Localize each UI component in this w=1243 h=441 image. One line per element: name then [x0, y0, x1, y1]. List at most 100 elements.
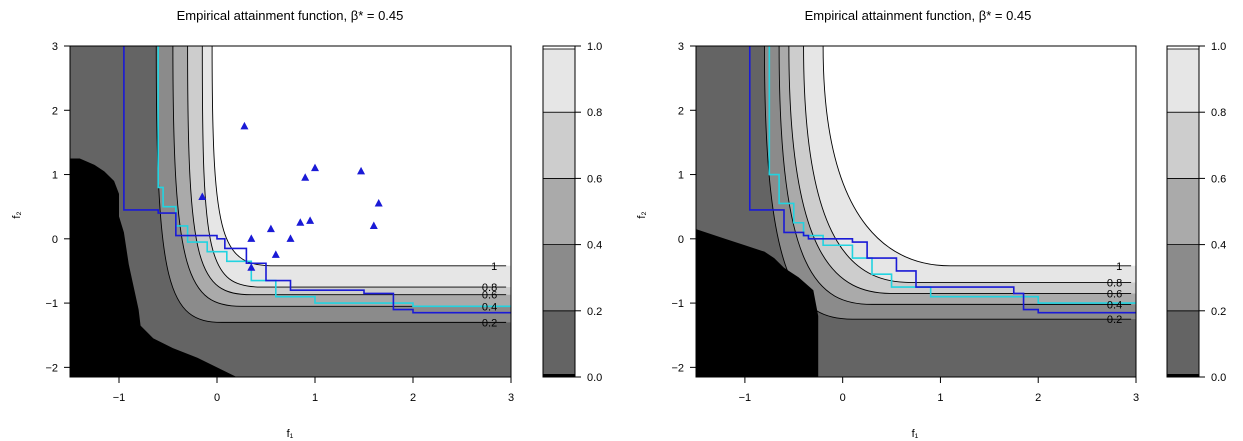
panel-title: Empirical attainment function, β* = 0.45: [805, 8, 1032, 23]
contour-label: 0.2: [482, 317, 497, 329]
eaf-band-0.4: [70, 46, 511, 377]
contour-label: 1: [1116, 261, 1122, 273]
plot-frame: [69, 45, 512, 378]
colorbar-tick-label: 0.2: [587, 306, 602, 318]
colorbar-band: [542, 177, 576, 245]
contour-line-0.2: [155, 46, 507, 323]
colorbar-tick-label: 0.2: [1211, 306, 1226, 318]
y-axis-label: f₂: [636, 211, 648, 218]
plot-area: [696, 46, 1136, 377]
colorbar-tick-label: 0.6: [587, 173, 602, 185]
data-point: [198, 192, 207, 201]
contour-line-0.6: [187, 46, 507, 296]
eaf-black-region: [70, 158, 237, 377]
front-cyan: [768, 46, 1136, 304]
x-tick-label: −1: [739, 392, 752, 404]
y-tick-label: 1: [52, 170, 58, 182]
contour-label: 0.6: [482, 290, 497, 302]
colorbar-frame: [1166, 45, 1200, 378]
y-tick-label: 2: [52, 105, 58, 117]
front-blue: [748, 46, 1136, 314]
x-tick-label: 2: [410, 392, 416, 404]
x-axis-label: f₁: [287, 428, 294, 440]
colorbar-tick-label: 0.8: [587, 107, 602, 119]
y-tick-label: 0: [52, 234, 58, 246]
x-tick-label: 0: [840, 392, 846, 404]
colorbar-frame: [542, 45, 576, 378]
y-tick-label: 3: [52, 41, 58, 53]
colorbar-tick-label: 0.4: [1211, 240, 1226, 252]
colorbar-tick-label: 1.0: [587, 41, 602, 53]
eaf-panel-right: Empirical attainment function, β* = 0.45…: [636, 8, 1226, 440]
contour-label: 0.4: [482, 301, 497, 313]
x-axis-label: f₁: [912, 428, 919, 440]
data-point: [271, 250, 280, 258]
data-point: [306, 216, 315, 224]
contour-label: 0.8: [1107, 278, 1122, 290]
y-tick-label: −1: [671, 298, 684, 310]
eaf-panel-left: Empirical attainment function, β* = 0.45…: [11, 8, 602, 440]
contour-line-0.4: [778, 46, 1132, 305]
contour-line-1: [822, 46, 1132, 267]
colorbar-band: [1166, 177, 1200, 245]
y-tick-label: −1: [45, 298, 58, 310]
x-tick-label: 0: [214, 392, 220, 404]
plot-area: [70, 46, 511, 377]
contour-label: 0.8: [482, 282, 497, 294]
contour-label: 0.2: [1107, 314, 1122, 326]
colorbar-band: [1166, 244, 1200, 312]
colorbar-tick-label: 1.0: [1211, 41, 1226, 53]
y-tick-label: 1: [678, 170, 684, 182]
front-cyan: [157, 46, 511, 308]
y-axis-label: f₂: [11, 211, 23, 218]
contour-line-1: [211, 46, 507, 267]
x-tick-label: 3: [1133, 392, 1139, 404]
colorbar-zero-band: [1167, 374, 1199, 377]
data-point: [286, 234, 295, 242]
contour-label: 0.4: [1107, 299, 1122, 311]
data-point: [240, 121, 249, 130]
data-point: [247, 234, 256, 242]
data-point: [374, 198, 383, 207]
contour-label: 1: [491, 261, 497, 273]
y-tick-label: 0: [678, 234, 684, 246]
colorbar-band: [1166, 310, 1200, 378]
colorbar-tick-label: 0.0: [1211, 372, 1226, 384]
x-tick-label: 2: [1035, 392, 1041, 404]
colorbar-band: [1166, 45, 1200, 113]
contour-line-0.2: [763, 46, 1132, 320]
data-point: [301, 173, 310, 181]
data-point: [296, 218, 305, 226]
plot-frame: [695, 45, 1137, 378]
contour-line-0.4: [172, 46, 507, 307]
contour-line-0.6: [788, 46, 1132, 294]
colorbar-band: [542, 45, 576, 113]
x-tick-label: 1: [937, 392, 943, 404]
contour-label: 0.6: [1107, 288, 1122, 300]
eaf-black-region: [696, 229, 819, 377]
y-tick-label: −2: [45, 362, 58, 374]
colorbar-tick-label: 0.6: [1211, 173, 1226, 185]
colorbar-band: [1166, 111, 1200, 179]
data-point: [369, 221, 378, 229]
front-blue: [123, 46, 511, 314]
colorbar-tick-label: 0.8: [1211, 107, 1226, 119]
data-point: [311, 163, 319, 172]
data-point: [266, 224, 275, 233]
x-tick-label: 3: [508, 392, 514, 404]
y-tick-label: 3: [678, 41, 684, 53]
colorbar-band: [542, 310, 576, 378]
colorbar-band: [542, 244, 576, 312]
x-tick-label: −1: [113, 392, 126, 404]
data-point: [357, 166, 366, 175]
x-tick-label: 1: [312, 392, 318, 404]
colorbar-tick-label: 0.0: [587, 372, 602, 384]
colorbar-band: [542, 111, 576, 179]
y-tick-label: −2: [671, 362, 684, 374]
y-tick-label: 2: [678, 105, 684, 117]
colorbar-tick-label: 0.4: [587, 240, 602, 252]
contour-line-0.8: [803, 46, 1132, 283]
data-point: [247, 263, 256, 271]
colorbar-zero-band: [543, 374, 575, 377]
